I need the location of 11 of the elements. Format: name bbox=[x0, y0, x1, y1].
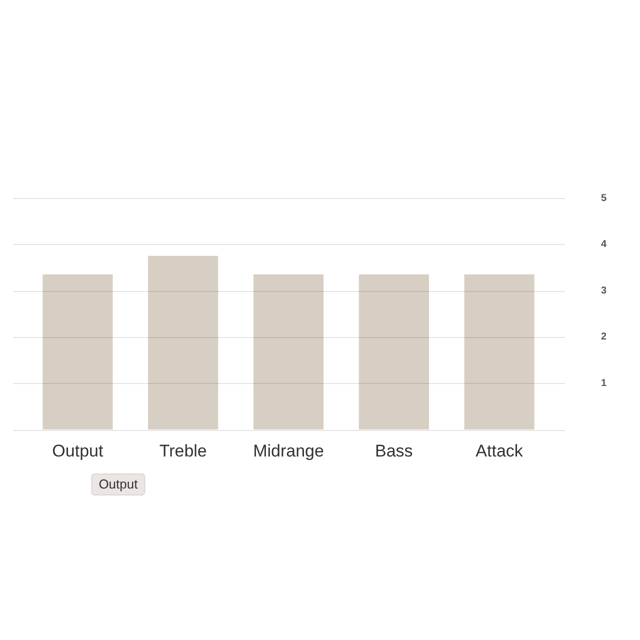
x-tick-label: Midrange bbox=[253, 441, 324, 460]
x-tick-label: Bass bbox=[375, 441, 413, 460]
y-tick-label: 5 bbox=[601, 192, 607, 204]
y-tick-label: 3 bbox=[601, 285, 607, 296]
y-tick-label: 1 bbox=[601, 378, 607, 390]
x-tick-label: Output bbox=[52, 441, 104, 460]
y-tick-label: 4 bbox=[601, 239, 607, 250]
x-tick-label: Attack bbox=[476, 441, 524, 460]
text: Output bbox=[98, 476, 138, 492]
x-tick-label: Treble bbox=[159, 441, 207, 460]
y-tick-label: 2 bbox=[601, 332, 607, 343]
